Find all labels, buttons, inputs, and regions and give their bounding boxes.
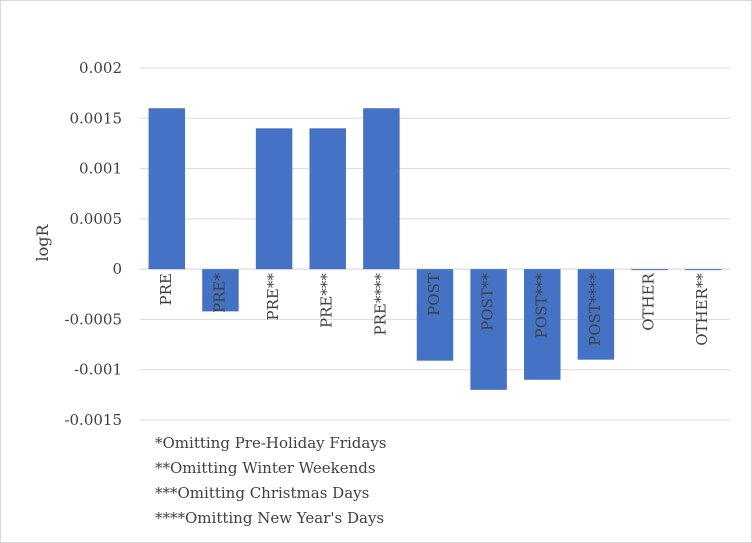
y-tick-label: -0.001 xyxy=(74,361,122,379)
y-tick-label: -0.0015 xyxy=(64,411,122,429)
bar-presss xyxy=(309,128,346,270)
bar-otherss xyxy=(684,269,722,271)
y-tick-label: 0.001 xyxy=(79,160,122,178)
bar-press xyxy=(255,128,293,270)
y-tick-label: 0.002 xyxy=(79,59,122,77)
bars xyxy=(148,108,722,390)
category-label: OTHER xyxy=(640,272,658,330)
y-tick-label: -0.0005 xyxy=(64,310,122,328)
category-label: POST xyxy=(425,273,443,316)
y-tick-label: 0 xyxy=(112,260,122,278)
y-tick-label: 0.0005 xyxy=(70,210,123,228)
y-tick-label: 0.0015 xyxy=(70,109,123,127)
category-label: PRE*** xyxy=(318,273,336,328)
category-label: PRE** xyxy=(264,273,282,321)
category-label: PRE**** xyxy=(371,273,389,336)
category-label: OTHER** xyxy=(693,273,711,346)
y-axis-label: logR xyxy=(33,224,52,262)
category-label: PRE xyxy=(157,273,175,305)
category-labels: PRE PRE* PRE** PRE*** PRE**** POST POST** POST*… xyxy=(157,272,711,345)
y-axis-ticks: 0.002 0.0015 0.001 0.0005 0 -0.0005 -0.001 -0.0… xyxy=(64,59,122,429)
bar-pres xyxy=(202,269,239,312)
gridlines xyxy=(140,67,730,421)
bar-pressss xyxy=(363,108,400,270)
category-label: POST*** xyxy=(532,273,550,339)
category-label: PRE* xyxy=(210,273,228,313)
footnote: ***Omitting Christmas Days xyxy=(155,484,369,502)
bar-post xyxy=(416,269,454,361)
category-label: POST** xyxy=(479,273,497,331)
bar-postsss xyxy=(524,269,561,380)
bar-postssss xyxy=(577,269,615,360)
bar-pre xyxy=(148,108,186,270)
category-label: POST**** xyxy=(586,273,604,346)
footnote: *Omitting Pre-Holiday Fridays xyxy=(155,434,387,452)
footnotes: *Omitting Pre-Holiday Fridays **Omitting … xyxy=(155,434,387,527)
bar-other xyxy=(631,269,668,271)
footnote: **Omitting Winter Weekends xyxy=(155,459,376,477)
bar-postss xyxy=(470,269,507,390)
footnote: ****Omitting New Year's Days xyxy=(155,509,384,527)
